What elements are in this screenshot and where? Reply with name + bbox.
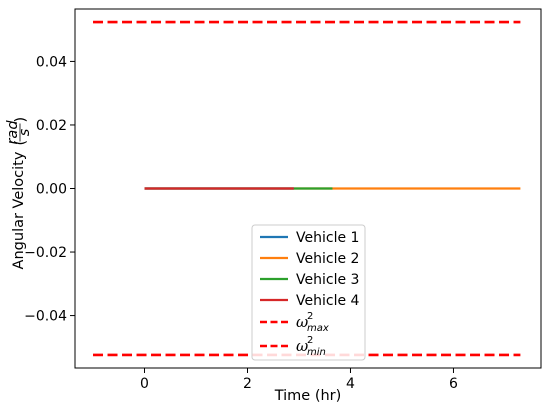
- legend-label: ω: [296, 313, 308, 331]
- legend-label: Vehicle 2: [296, 251, 359, 267]
- plot-area: [93, 20, 521, 357]
- x-tick-label: 6: [449, 376, 458, 392]
- legend-label: Vehicle 3: [296, 272, 359, 288]
- legend-label-superscript: 2: [307, 335, 313, 346]
- x-tick-label: 0: [140, 376, 149, 392]
- axes: 0 2 4 6 −0.04 −0.02 0.00 0.02 0.04: [24, 8, 542, 392]
- y-label-frac-denominator: s: [17, 128, 33, 136]
- y-label-frac-numerator: rad: [5, 120, 21, 145]
- y-tick-label: 0.04: [36, 54, 67, 70]
- y-axis-label-text: Angular Velocity: [11, 151, 27, 269]
- y-tick-label: 0.02: [36, 118, 67, 134]
- y-label-paren-close: ): [13, 117, 29, 123]
- legend-label: ω: [296, 337, 308, 355]
- y-label-paren-open: (: [13, 140, 29, 146]
- legend-label-superscript: 2: [307, 311, 313, 322]
- y-tick-label: −0.04: [24, 309, 67, 325]
- legend-label-subscript: min: [307, 347, 326, 358]
- legend-label-subscript: max: [307, 323, 329, 334]
- x-tick-label: 4: [346, 376, 355, 392]
- x-tick-label: 2: [243, 376, 252, 392]
- y-tick-label: 0.00: [36, 182, 67, 198]
- y-tick-label: −0.02: [24, 245, 67, 261]
- legend-label: Vehicle 1: [296, 230, 359, 246]
- x-axis-label: Time (hr): [274, 388, 342, 404]
- legend-label: Vehicle 4: [296, 293, 360, 309]
